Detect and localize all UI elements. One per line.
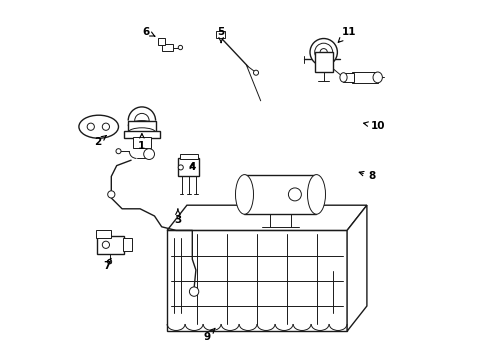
Circle shape bbox=[87, 123, 94, 130]
Polygon shape bbox=[167, 230, 346, 331]
Bar bbox=[162, 44, 172, 51]
Bar bbox=[216, 31, 225, 38]
Circle shape bbox=[309, 39, 337, 66]
Bar bbox=[343, 73, 353, 82]
Bar bbox=[244, 175, 316, 214]
Ellipse shape bbox=[235, 175, 253, 214]
Circle shape bbox=[116, 149, 121, 154]
Circle shape bbox=[143, 149, 154, 159]
Text: 5: 5 bbox=[217, 27, 224, 42]
Circle shape bbox=[107, 260, 111, 264]
Text: 7: 7 bbox=[103, 258, 111, 271]
Circle shape bbox=[314, 43, 332, 61]
Circle shape bbox=[107, 191, 115, 198]
Text: 8: 8 bbox=[359, 171, 375, 181]
Ellipse shape bbox=[339, 73, 346, 82]
Ellipse shape bbox=[307, 175, 325, 214]
Circle shape bbox=[288, 188, 301, 201]
Text: 1: 1 bbox=[138, 134, 145, 151]
Text: 11: 11 bbox=[338, 27, 355, 42]
Polygon shape bbox=[346, 205, 366, 331]
Circle shape bbox=[320, 49, 326, 56]
Bar bbox=[352, 72, 377, 83]
Text: 9: 9 bbox=[203, 328, 215, 342]
Ellipse shape bbox=[128, 121, 155, 130]
Bar bbox=[158, 38, 165, 45]
Bar bbox=[97, 236, 123, 254]
Ellipse shape bbox=[128, 128, 155, 137]
Ellipse shape bbox=[79, 115, 118, 138]
Bar bbox=[96, 230, 110, 238]
Bar bbox=[128, 121, 155, 132]
Text: 10: 10 bbox=[363, 121, 384, 131]
Circle shape bbox=[253, 70, 258, 75]
Text: 4: 4 bbox=[188, 162, 196, 172]
Circle shape bbox=[102, 123, 109, 130]
Circle shape bbox=[102, 241, 109, 248]
Circle shape bbox=[134, 113, 149, 128]
Bar bbox=[123, 131, 160, 138]
Circle shape bbox=[189, 287, 199, 296]
Bar bbox=[179, 154, 197, 159]
Text: 6: 6 bbox=[142, 27, 155, 37]
Circle shape bbox=[178, 165, 183, 170]
Circle shape bbox=[178, 45, 182, 50]
Ellipse shape bbox=[372, 72, 382, 83]
Bar bbox=[178, 158, 199, 176]
Bar bbox=[133, 137, 151, 148]
Bar bbox=[314, 52, 332, 72]
Text: 3: 3 bbox=[174, 209, 181, 225]
Polygon shape bbox=[167, 205, 366, 230]
Bar bbox=[122, 238, 132, 251]
Text: 2: 2 bbox=[94, 135, 106, 147]
